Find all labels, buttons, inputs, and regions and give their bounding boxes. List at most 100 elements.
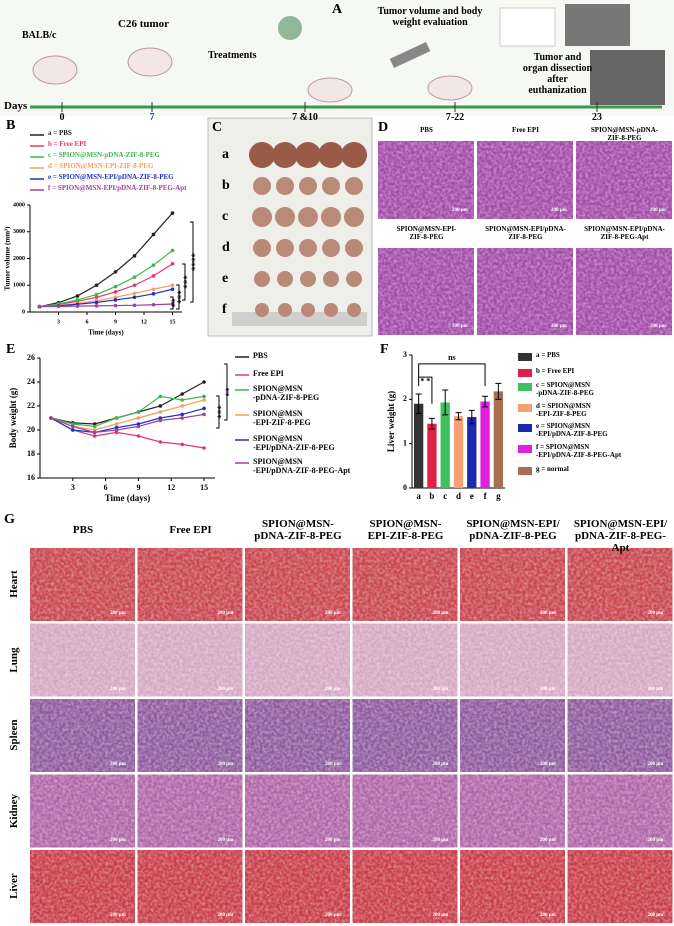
data-point [170, 248, 175, 253]
tumor [278, 303, 292, 317]
histology-image-texture [352, 850, 458, 923]
histology-image-texture [460, 850, 565, 923]
legend-label: d = SPION@MSN-EPI-ZIF-8-PEG [48, 162, 154, 170]
histology-image-texture [567, 774, 673, 848]
row-label: a [222, 147, 229, 162]
data-point [180, 412, 184, 417]
scale-bar: 200 μm [551, 324, 567, 329]
x-tick-label: b [429, 491, 434, 501]
series-line [39, 263, 173, 308]
series-line [50, 395, 205, 428]
panel-letter: E [6, 342, 16, 357]
x-tick-label: a [416, 491, 421, 501]
x-tick-label: 6 [104, 483, 108, 492]
bar [413, 403, 424, 488]
scale-bar: 200 μm [325, 686, 341, 692]
bar [467, 417, 477, 488]
histology-image-texture [245, 623, 350, 697]
x-tick-label: 9 [136, 483, 140, 492]
timeline-tick-label: 7 &10 [292, 112, 318, 123]
data-point [92, 430, 97, 435]
column-header: SPION@MSN- EPI-ZIF-8-PEG [367, 518, 444, 543]
data-point [114, 422, 119, 426]
series-line [39, 303, 173, 308]
data-point [158, 394, 163, 399]
image-title: SPION@MSN-EPI/pDNA- ZIF-8-PEG [485, 225, 566, 241]
series-line [39, 250, 173, 308]
axis [39, 358, 215, 479]
scale-bar: 200 μm [452, 208, 468, 213]
scale-bar: 200 μm [647, 762, 664, 767]
legend-label: f = SPION@MSN -EPI/pDNA-ZIF-8-PEG-Apt [536, 443, 622, 459]
tumor [322, 177, 340, 195]
error-bar [455, 412, 462, 421]
scale-bar: 200 μm [325, 611, 341, 616]
significance: ns [448, 353, 456, 362]
histology-image-texture [245, 699, 350, 772]
data-point [158, 418, 163, 423]
row-header: Heart [7, 570, 20, 598]
legend-swatch [518, 404, 532, 412]
tumor [300, 271, 316, 287]
error-bar [415, 393, 422, 415]
legend-label: f = SPION@MSN-EPI/pDNA-ZIF-8-PEG-Apt [48, 184, 187, 192]
significance: ** [170, 298, 180, 308]
label: Tumor and organ dissection after euthani… [522, 52, 593, 96]
data-point [170, 262, 175, 266]
y-tick-label: 24 [27, 377, 35, 386]
bracket [182, 263, 186, 301]
data-point [114, 428, 119, 432]
histology-image-texture [245, 850, 350, 923]
bracket [176, 284, 180, 310]
histology-image-texture [460, 548, 565, 621]
scale-bar: 200 μm [110, 762, 126, 767]
histology-image-texture [352, 699, 458, 772]
histology-image-texture [576, 141, 672, 219]
tumor [295, 142, 321, 168]
tumor [275, 207, 295, 227]
x-tick-label: 9 [114, 319, 117, 325]
data-point [113, 298, 118, 302]
y-tick-label: 16 [27, 473, 35, 482]
panel-letter: F [380, 342, 389, 357]
scale-bar: 200 μm [325, 762, 341, 767]
histology-image-texture [567, 623, 673, 697]
y-tick-label: 3 [403, 350, 407, 359]
data-point [132, 254, 137, 258]
y-tick-label: 1 [403, 438, 407, 447]
histology-image-texture [378, 248, 474, 335]
data-point [132, 275, 137, 280]
legend-swatch [518, 369, 532, 377]
histology-image-texture [378, 141, 474, 219]
row-label: e [222, 271, 229, 286]
x-tick-label: 3 [71, 483, 75, 492]
panel-letter: B [6, 118, 16, 133]
x-tick-label: d [456, 491, 461, 501]
histology-image-texture [137, 699, 243, 772]
y-tick-label: 1000 [13, 283, 25, 289]
histology-image-texture [460, 699, 565, 772]
bracket [418, 363, 486, 387]
data-point [180, 416, 184, 420]
scale-bar: 200 μm [650, 324, 666, 329]
histology-image-texture [137, 623, 243, 697]
y-tick-label: 0 [403, 483, 407, 492]
scale-bar: 200 μm [325, 913, 341, 918]
data-point [37, 304, 42, 309]
row-label: b [222, 178, 230, 193]
data-point [158, 404, 163, 408]
legend-swatch [518, 445, 532, 453]
scale-bar: 200 μm [110, 686, 126, 692]
histology-image-texture [477, 141, 573, 219]
label: C26 tumor [118, 18, 170, 30]
legend-label: SPION@MSN -pDNA-ZIF-8-PEG [253, 384, 320, 402]
panel-letter: G [4, 512, 15, 527]
scale-bar: 200 μm [551, 208, 567, 213]
series-line [39, 288, 173, 308]
x-tick-label: 12 [141, 319, 147, 325]
legend-swatch [518, 467, 532, 475]
legend-label: c = SPION@MSN -pDNA-ZIF-8-PEG [536, 381, 594, 397]
significance: *** [176, 290, 186, 304]
image-title: Free EPI [512, 126, 539, 134]
